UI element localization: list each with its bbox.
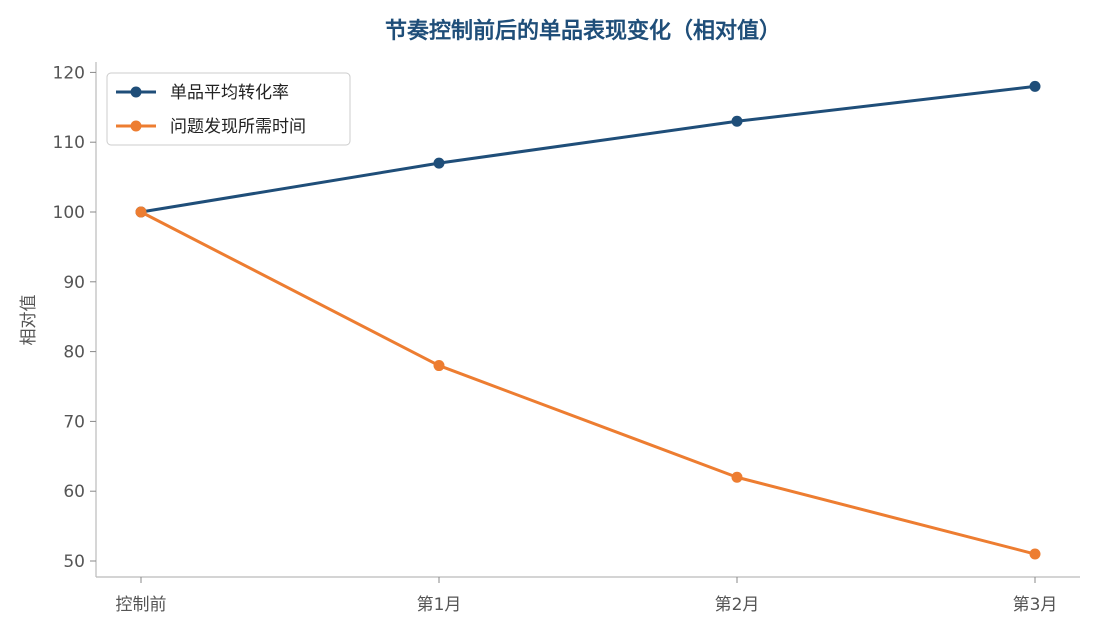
legend-item: 单品平均转化率: [116, 83, 289, 103]
x-tick-label: 控制前: [116, 595, 167, 615]
chart-title: 节奏控制前后的单品表现变化（相对值）: [385, 18, 781, 44]
legend-box: [106, 72, 351, 146]
legend-marker: [130, 120, 142, 132]
data-point: [731, 115, 743, 127]
x-tick-label: 第2月: [715, 595, 760, 615]
legend-marker: [130, 86, 142, 98]
series-line: [140, 84, 1036, 214]
y-tick-label: 80: [63, 343, 85, 363]
y-tick-label: 90: [63, 273, 85, 293]
y-tick-label: 120: [53, 63, 85, 83]
y-tick-label: 100: [53, 203, 85, 223]
y-tick-label: 50: [63, 552, 85, 572]
axes: 50 60 70 80 90 100 110 120 控制前 第1月 第2月 第3月: [53, 62, 1080, 615]
series-2: [135, 206, 1041, 560]
data-point: [433, 360, 445, 372]
legend-label: 单品平均转化率: [170, 83, 289, 103]
data-point: [433, 157, 445, 169]
data-point: [135, 206, 147, 218]
y-axis-label: 相对值: [19, 295, 39, 346]
legend-item: 问题发现所需时间: [116, 117, 306, 137]
x-tick-label: 第1月: [417, 595, 462, 615]
data-point: [1029, 80, 1041, 92]
y-tick-label: 110: [53, 133, 85, 153]
y-tick-label: 60: [63, 482, 85, 502]
data-point: [1029, 548, 1041, 560]
series-line: [140, 210, 1036, 556]
x-tick-label: 第3月: [1013, 595, 1058, 615]
legend-label: 问题发现所需时间: [170, 117, 306, 137]
y-tick-label: 70: [63, 412, 85, 432]
series-layer: [135, 80, 1041, 560]
data-point: [731, 471, 743, 483]
